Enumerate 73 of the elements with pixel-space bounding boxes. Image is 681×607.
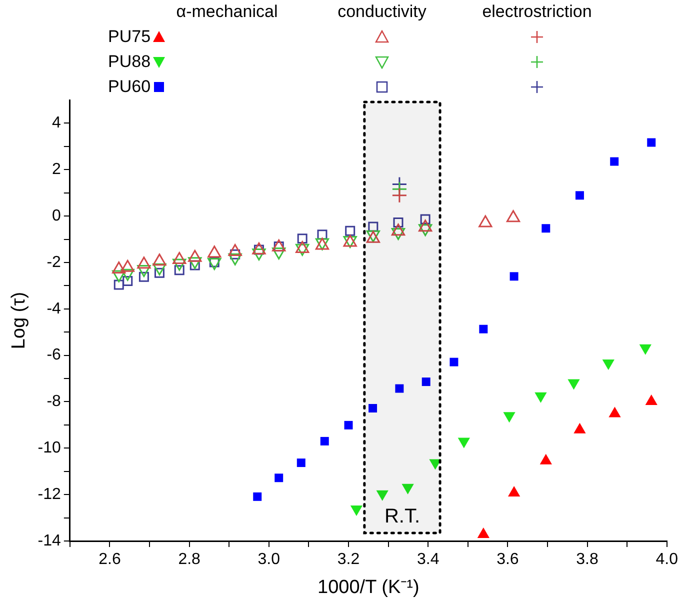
y-tick-label: -2 xyxy=(46,254,62,271)
point xyxy=(344,420,353,430)
legend-label: PU60 xyxy=(108,77,152,97)
point xyxy=(114,280,124,290)
band-label: R.T. xyxy=(384,506,420,528)
point xyxy=(479,324,488,334)
x-tick-label: 4.0 xyxy=(656,551,678,568)
point xyxy=(296,244,310,256)
point xyxy=(112,270,126,282)
text: conductivity xyxy=(336,2,428,22)
point xyxy=(510,272,518,281)
point xyxy=(647,138,656,147)
point xyxy=(152,263,166,276)
point xyxy=(296,458,306,468)
point xyxy=(391,228,406,240)
point xyxy=(345,226,356,236)
x-tick-label: 3.0 xyxy=(258,551,280,568)
point xyxy=(120,268,134,281)
point xyxy=(395,384,404,393)
point xyxy=(376,490,388,501)
point xyxy=(568,379,580,390)
point xyxy=(272,248,286,260)
point xyxy=(122,276,133,286)
point xyxy=(317,230,328,240)
x-tick-label: 2.8 xyxy=(178,551,201,568)
y-tick-label: 2 xyxy=(52,161,62,178)
point xyxy=(639,344,652,355)
point xyxy=(208,258,222,270)
point xyxy=(172,258,186,271)
y-tick-label: -6 xyxy=(46,346,62,364)
point xyxy=(602,359,614,370)
point xyxy=(542,224,550,233)
point xyxy=(458,438,470,448)
point xyxy=(320,436,329,446)
point xyxy=(418,224,432,236)
y-tick-label: 0 xyxy=(52,207,62,224)
y-tick-label: 4 xyxy=(52,114,62,132)
y-axis-title: Log (τ) xyxy=(8,292,30,350)
x-tick-label: 3.4 xyxy=(416,551,440,568)
point xyxy=(420,214,430,224)
text: α-mechanical xyxy=(175,2,279,22)
y-tick-label: -8 xyxy=(46,393,62,410)
point xyxy=(393,218,404,228)
point xyxy=(450,358,458,366)
x-tick-label: 3.8 xyxy=(576,551,599,568)
point xyxy=(610,157,619,166)
point xyxy=(402,484,414,494)
x-tick-label: 3.6 xyxy=(496,551,519,568)
point xyxy=(534,392,547,403)
y-tick-label: -14 xyxy=(38,532,62,550)
y-tick-label: -10 xyxy=(38,440,62,457)
x-tick-label: 2.6 xyxy=(98,551,121,568)
point xyxy=(575,191,584,200)
legend-label: PU88 xyxy=(108,52,152,72)
x-axis-title: 1000/T (K⁻¹) xyxy=(318,576,420,598)
y-tick-label: -4 xyxy=(46,300,62,318)
point xyxy=(228,253,242,266)
point xyxy=(253,492,262,501)
point xyxy=(392,188,408,204)
point xyxy=(188,257,202,270)
point xyxy=(503,412,516,423)
x-tick-label: 3.2 xyxy=(337,551,360,568)
point xyxy=(422,378,430,386)
legend-label: PU75 xyxy=(108,27,152,47)
point xyxy=(368,404,378,412)
text: electrostriction xyxy=(481,2,593,22)
point xyxy=(297,234,308,244)
point xyxy=(252,248,266,260)
point xyxy=(137,264,151,277)
point xyxy=(274,474,284,482)
point xyxy=(368,222,378,232)
y-tick-label: -12 xyxy=(38,486,62,503)
point xyxy=(350,505,363,516)
